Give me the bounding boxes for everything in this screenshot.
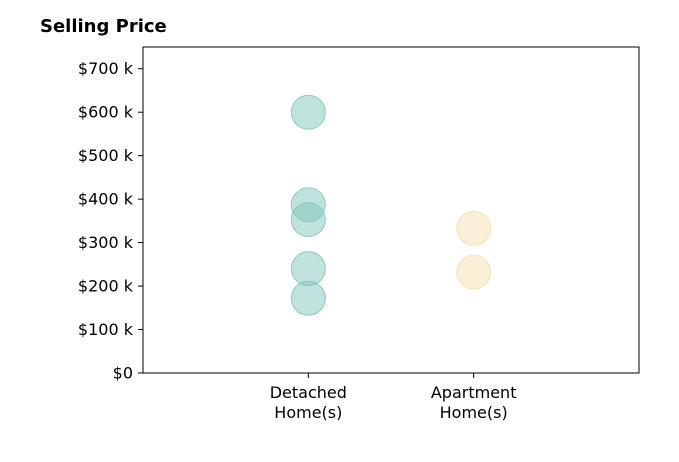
points-layer [290,94,492,316]
data-point [290,280,326,316]
data-point [290,94,326,130]
data-point [456,254,492,290]
y-tick-label: $300 k [78,233,134,252]
y-tick-label: $0 [113,364,133,383]
x-tick-label: Apartment [431,383,517,402]
y-tick-label: $600 k [78,103,134,122]
x-tick-label: Home(s) [440,403,508,422]
y-tick-label: $200 k [78,277,134,296]
x-tick-label: Detached [270,383,347,402]
y-tick-label: $500 k [78,146,134,165]
plot-frame [142,46,640,374]
axes-layer: $0 $100 k $200 k $300 k $400 k $500 k $600 k $7… [78,46,640,422]
y-tick-label: $700 k [78,59,134,78]
data-point [290,251,326,287]
y-tick-label: $400 k [78,190,134,209]
chart-title: Selling Price [40,16,167,37]
data-point [290,202,326,238]
y-tick-label: $100 k [78,320,134,339]
x-tick-label: Home(s) [274,403,342,422]
data-point [456,210,492,246]
